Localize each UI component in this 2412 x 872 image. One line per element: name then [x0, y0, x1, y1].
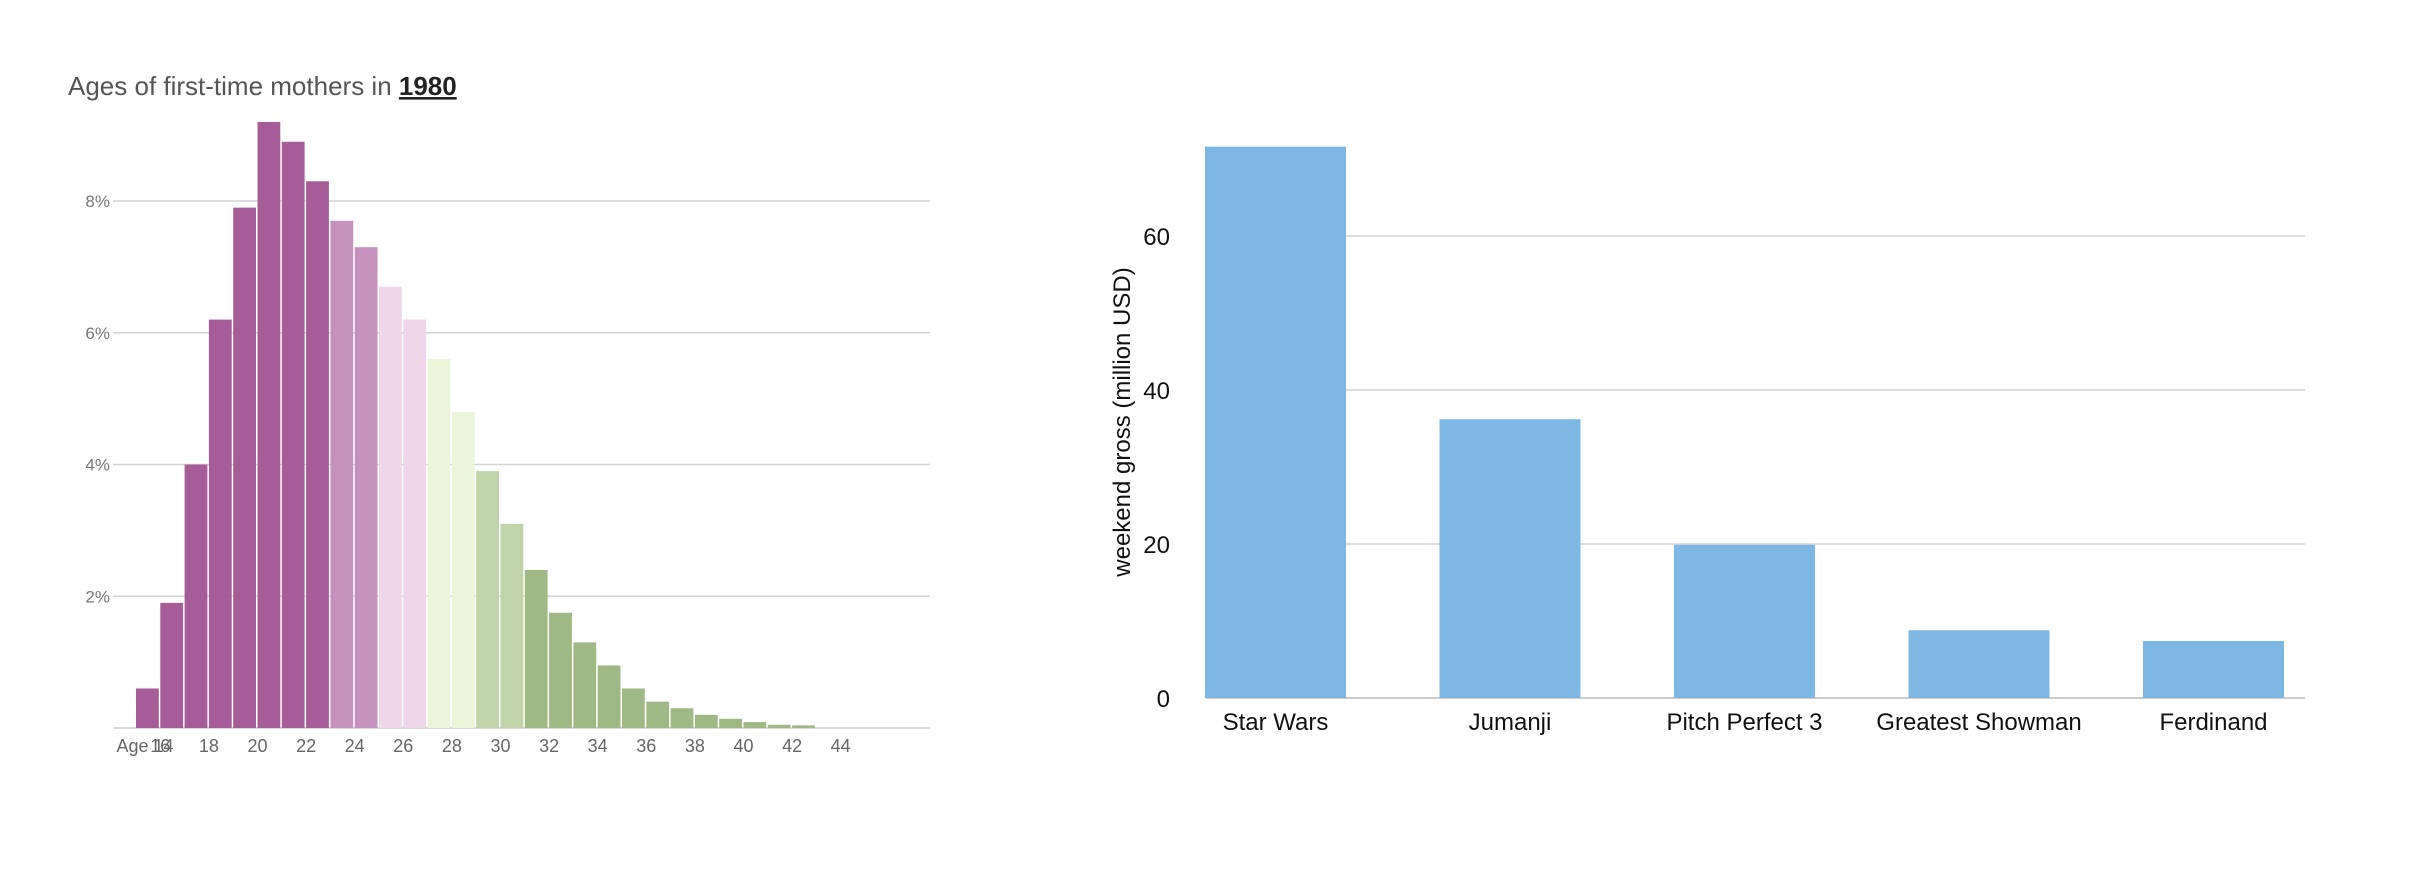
- chart1-x-tick-label: Age 14: [116, 736, 173, 756]
- chart1-title-prefix: Ages of first-time mothers in: [68, 71, 392, 101]
- chart1-x-tick-label: 28: [442, 736, 462, 756]
- chart2-y-tick-label: 0: [1157, 686, 1170, 713]
- chart1-x-tick-label: 20: [247, 736, 267, 756]
- weekend-gross-chart: 0 20 40 60 Star Wars Jumanji Pitch Perfect 3 G…: [1109, 146, 2305, 736]
- chart1-bar: [670, 708, 694, 728]
- chart1-bar: [136, 688, 159, 728]
- chart2-x-tick-labels: Star Wars Jumanji Pitch Perfect 3 Greatest …: [1223, 709, 2268, 736]
- chart1-x-tick-label: 18: [199, 736, 219, 756]
- chart1-bar: [694, 714, 718, 728]
- chart1-x-tick-label: 26: [393, 736, 413, 756]
- chart2-bar: [1439, 419, 1581, 698]
- chart1-bar: [184, 464, 208, 728]
- chart1-y-tick-label: 2%: [85, 587, 110, 606]
- chart2-bars: [1205, 146, 2284, 698]
- chart1-bar: [306, 181, 329, 729]
- chart1-bar: [354, 247, 378, 729]
- chart1-bar: [233, 207, 256, 728]
- chart1-y-tick-label: 8%: [85, 192, 110, 211]
- chart1-bar: [622, 688, 645, 728]
- chart1-x-tick-label: 38: [685, 736, 705, 756]
- chart1-title: Ages of first-time mothers in 1980: [68, 71, 457, 101]
- chart1-bar: [792, 725, 815, 728]
- chart2-x-tick-label: Star Wars: [1223, 709, 1329, 736]
- chart1-y-tick-label: 4%: [85, 456, 110, 475]
- chart1-bars: [136, 122, 815, 729]
- chart1-bar: [427, 359, 451, 728]
- chart1-bar: [403, 319, 427, 728]
- chart2-gridlines: [1206, 235, 2305, 699]
- chart1-bar: [597, 665, 621, 728]
- first-time-mothers-chart: Ages of first-time mothers in 1980 2% 4% 6…: [68, 71, 930, 756]
- chart2-x-tick-label: Pitch Perfect 3: [1666, 709, 1822, 736]
- chart1-bar: [451, 411, 475, 728]
- chart2-y-tick-label: 60: [1143, 224, 1170, 251]
- chart1-bar: [476, 471, 499, 728]
- chart1-x-tick-label: 44: [831, 736, 851, 756]
- chart1-bar: [160, 602, 184, 728]
- chart1-bar: [743, 722, 767, 728]
- chart1-bar: [524, 569, 548, 728]
- chart2-x-tick-label: Greatest Showman: [1876, 709, 2081, 736]
- chart1-bar: [281, 141, 305, 728]
- chart1-bar: [719, 718, 742, 728]
- chart1-x-tick-label: 24: [345, 736, 365, 756]
- chart2-y-tick-label: 20: [1143, 532, 1170, 559]
- chart1-y-tick-label: 6%: [85, 324, 110, 343]
- chart2-bar: [1674, 544, 1815, 698]
- chart2-y-axis-label: weekend gross (million USD): [1109, 267, 1136, 577]
- chart2-x-tick-label: Jumanji: [1469, 709, 1552, 736]
- chart1-bar: [646, 701, 670, 728]
- chart1-bar: [379, 286, 402, 728]
- chart1-x-tick-label: 42: [782, 736, 802, 756]
- chart1-x-tick-label: 32: [539, 736, 559, 756]
- chart2-x-tick-label: Ferdinand: [2159, 709, 2267, 736]
- chart1-bar: [549, 612, 572, 728]
- chart1-bar: [257, 122, 281, 728]
- chart2-y-tick-labels: 0 20 40 60: [1143, 224, 1170, 713]
- chart1-title-year: 1980: [399, 71, 457, 101]
- chart1-bar: [573, 642, 597, 728]
- chart2-y-tick-label: 40: [1143, 378, 1170, 405]
- chart1-x-tick-label: 36: [636, 736, 656, 756]
- chart2-bar: [1205, 146, 1346, 698]
- chart1-x-tick-label: 22: [296, 736, 316, 756]
- chart1-x-tick-label: 34: [588, 736, 608, 756]
- chart2-bar: [1908, 630, 2050, 698]
- chart1-x-tick-label: 16: [150, 736, 170, 756]
- chart1-bar: [767, 724, 791, 728]
- chart1-x-tick-label: 30: [490, 736, 510, 756]
- chart2-bar: [2143, 641, 2284, 698]
- chart1-x-tick-label: 40: [733, 736, 753, 756]
- chart1-bar: [500, 523, 524, 728]
- chart1-bar: [330, 220, 354, 728]
- chart1-y-tick-labels: 2% 4% 6% 8%: [85, 192, 110, 606]
- chart1-bar: [208, 319, 232, 728]
